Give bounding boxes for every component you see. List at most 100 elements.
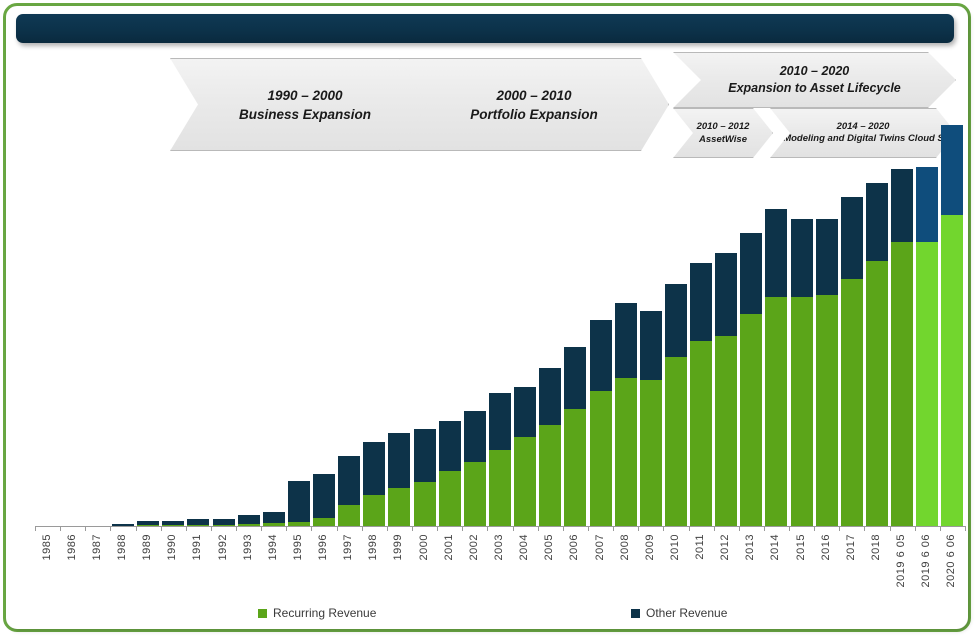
x-axis-tick (261, 526, 263, 531)
chevron-asset-lifecycle[interactable]: 2010 – 2020 Expansion to Asset Lifecycle (673, 52, 956, 108)
x-axis-tick (738, 526, 740, 531)
legend-swatch-icon (258, 608, 267, 618)
chevron-label: Portfolio Expansion (470, 106, 598, 122)
bar-segment-recurring-revenue (614, 377, 637, 526)
bar-segment-other-revenue (765, 209, 788, 298)
x-axis-tick (789, 526, 791, 531)
bar-segment-other-revenue (840, 196, 863, 279)
x-axis-label-1992: 1992 (216, 534, 229, 561)
bar-segment-other-revenue (815, 219, 838, 296)
chevron-period: 2000 – 2010 (496, 87, 572, 103)
bar-segment-other-revenue (287, 481, 310, 523)
x-axis-label-1999: 1999 (392, 534, 405, 561)
bar-segment-recurring-revenue (840, 278, 863, 526)
x-axis-label-2004: 2004 (518, 534, 531, 561)
bar-segment-other-revenue (715, 253, 738, 336)
x-axis-tick (135, 526, 137, 531)
bar-segment-recurring-revenue (187, 525, 210, 526)
x-axis-tick (613, 526, 615, 531)
bar-segment-recurring-revenue (287, 522, 310, 526)
x-axis-label-2020-6-06: 2020 6 06 (945, 534, 958, 588)
bar-segment-other-revenue (614, 302, 637, 378)
chevron-period: 2014 – 2020 (836, 120, 890, 132)
bar-segment-recurring-revenue (815, 295, 838, 526)
x-axis-label-2010: 2010 (668, 534, 681, 561)
bar-segment-other-revenue (564, 346, 587, 409)
bar-segment-recurring-revenue (539, 425, 562, 526)
bar-segment-recurring-revenue (891, 242, 914, 526)
bar-segment-recurring-revenue (715, 335, 738, 526)
x-axis-tick (663, 526, 665, 531)
x-axis-tick (889, 526, 891, 531)
x-axis-tick (110, 526, 112, 531)
x-axis-tick (638, 526, 640, 531)
title-bar (16, 14, 954, 43)
bar-segment-other-revenue (111, 524, 134, 526)
x-axis-tick (914, 526, 916, 531)
bar-segment-recurring-revenue (438, 471, 461, 526)
bar-segment-other-revenue (664, 283, 687, 357)
bar-segment-other-revenue (539, 367, 562, 426)
bar-segment-other-revenue (438, 420, 461, 472)
x-axis-tick (85, 526, 87, 531)
bar-segment-other-revenue (891, 169, 914, 243)
legend-item-recurring-revenue[interactable]: Recurring Revenue (258, 606, 376, 620)
bar-segment-other-revenue (262, 512, 285, 524)
bar-segment-recurring-revenue (363, 494, 386, 526)
chevron-period: 1990 – 2000 (267, 87, 343, 103)
x-axis-label-2002: 2002 (467, 534, 480, 561)
x-axis-label-1988: 1988 (115, 534, 128, 561)
bar-segment-other-revenue (790, 219, 813, 298)
x-axis-label-2003: 2003 (493, 534, 505, 561)
x-axis-label-1996: 1996 (317, 534, 330, 561)
x-axis-tick (386, 526, 388, 531)
x-axis-tick (210, 526, 212, 531)
bar-segment-other-revenue (589, 320, 612, 391)
legend-label: Recurring Revenue (273, 606, 377, 620)
bar-segment-recurring-revenue (514, 437, 537, 526)
chevron-portfolio-expansion[interactable]: 2000 – 2010 Portfolio Expansion (399, 58, 669, 151)
x-axis-tick (361, 526, 363, 531)
x-axis-tick (537, 526, 539, 531)
x-axis-tick (939, 526, 941, 531)
bar-segment-other-revenue (162, 520, 185, 526)
bar-segment-other-revenue (639, 310, 662, 380)
bar-segment-other-revenue (463, 410, 486, 462)
bar-segment-other-revenue (338, 455, 361, 505)
bar-segment-recurring-revenue (589, 390, 612, 526)
bar-segment-other-revenue (237, 515, 260, 525)
x-axis-tick (864, 526, 866, 531)
bar-segment-recurring-revenue (740, 313, 763, 526)
bar-segment-other-revenue (941, 125, 964, 215)
x-axis-label-1990: 1990 (166, 534, 179, 561)
bar-segment-other-revenue (866, 182, 889, 261)
x-axis-label-2017: 2017 (844, 534, 857, 561)
x-axis-label-2016: 2016 (819, 534, 832, 561)
x-axis-label-1987: 1987 (90, 534, 103, 561)
legend-item-other-revenue[interactable]: Other Revenue (631, 606, 727, 620)
x-axis-label-1991: 1991 (191, 534, 204, 561)
x-axis-tick (487, 526, 489, 531)
x-axis-line (35, 526, 965, 527)
chevron-label: Business Expansion (238, 106, 372, 122)
bar-segment-recurring-revenue (639, 379, 662, 526)
x-axis-label-2001: 2001 (442, 534, 455, 561)
bar-segment-recurring-revenue (866, 260, 889, 526)
x-axis-tick (839, 526, 841, 531)
x-axis-label-2007: 2007 (593, 534, 606, 561)
x-axis-tick (814, 526, 816, 531)
x-axis-tick (965, 526, 966, 531)
bar-segment-recurring-revenue (162, 525, 185, 526)
bar-segment-other-revenue (690, 263, 713, 342)
x-axis-label-2009: 2009 (643, 534, 656, 561)
x-axis-tick (185, 526, 187, 531)
x-axis-tick (713, 526, 715, 531)
bar-segment-recurring-revenue (388, 487, 411, 526)
bar-segment-recurring-revenue (137, 525, 160, 526)
chevron-business-expansion[interactable]: 1990 – 2000 Business Expansion (170, 58, 440, 151)
x-axis-label-2014: 2014 (769, 534, 782, 561)
bar-segment-recurring-revenue (941, 214, 964, 526)
x-axis-label-2008: 2008 (618, 534, 631, 561)
x-axis-label-2018: 2018 (870, 534, 883, 561)
